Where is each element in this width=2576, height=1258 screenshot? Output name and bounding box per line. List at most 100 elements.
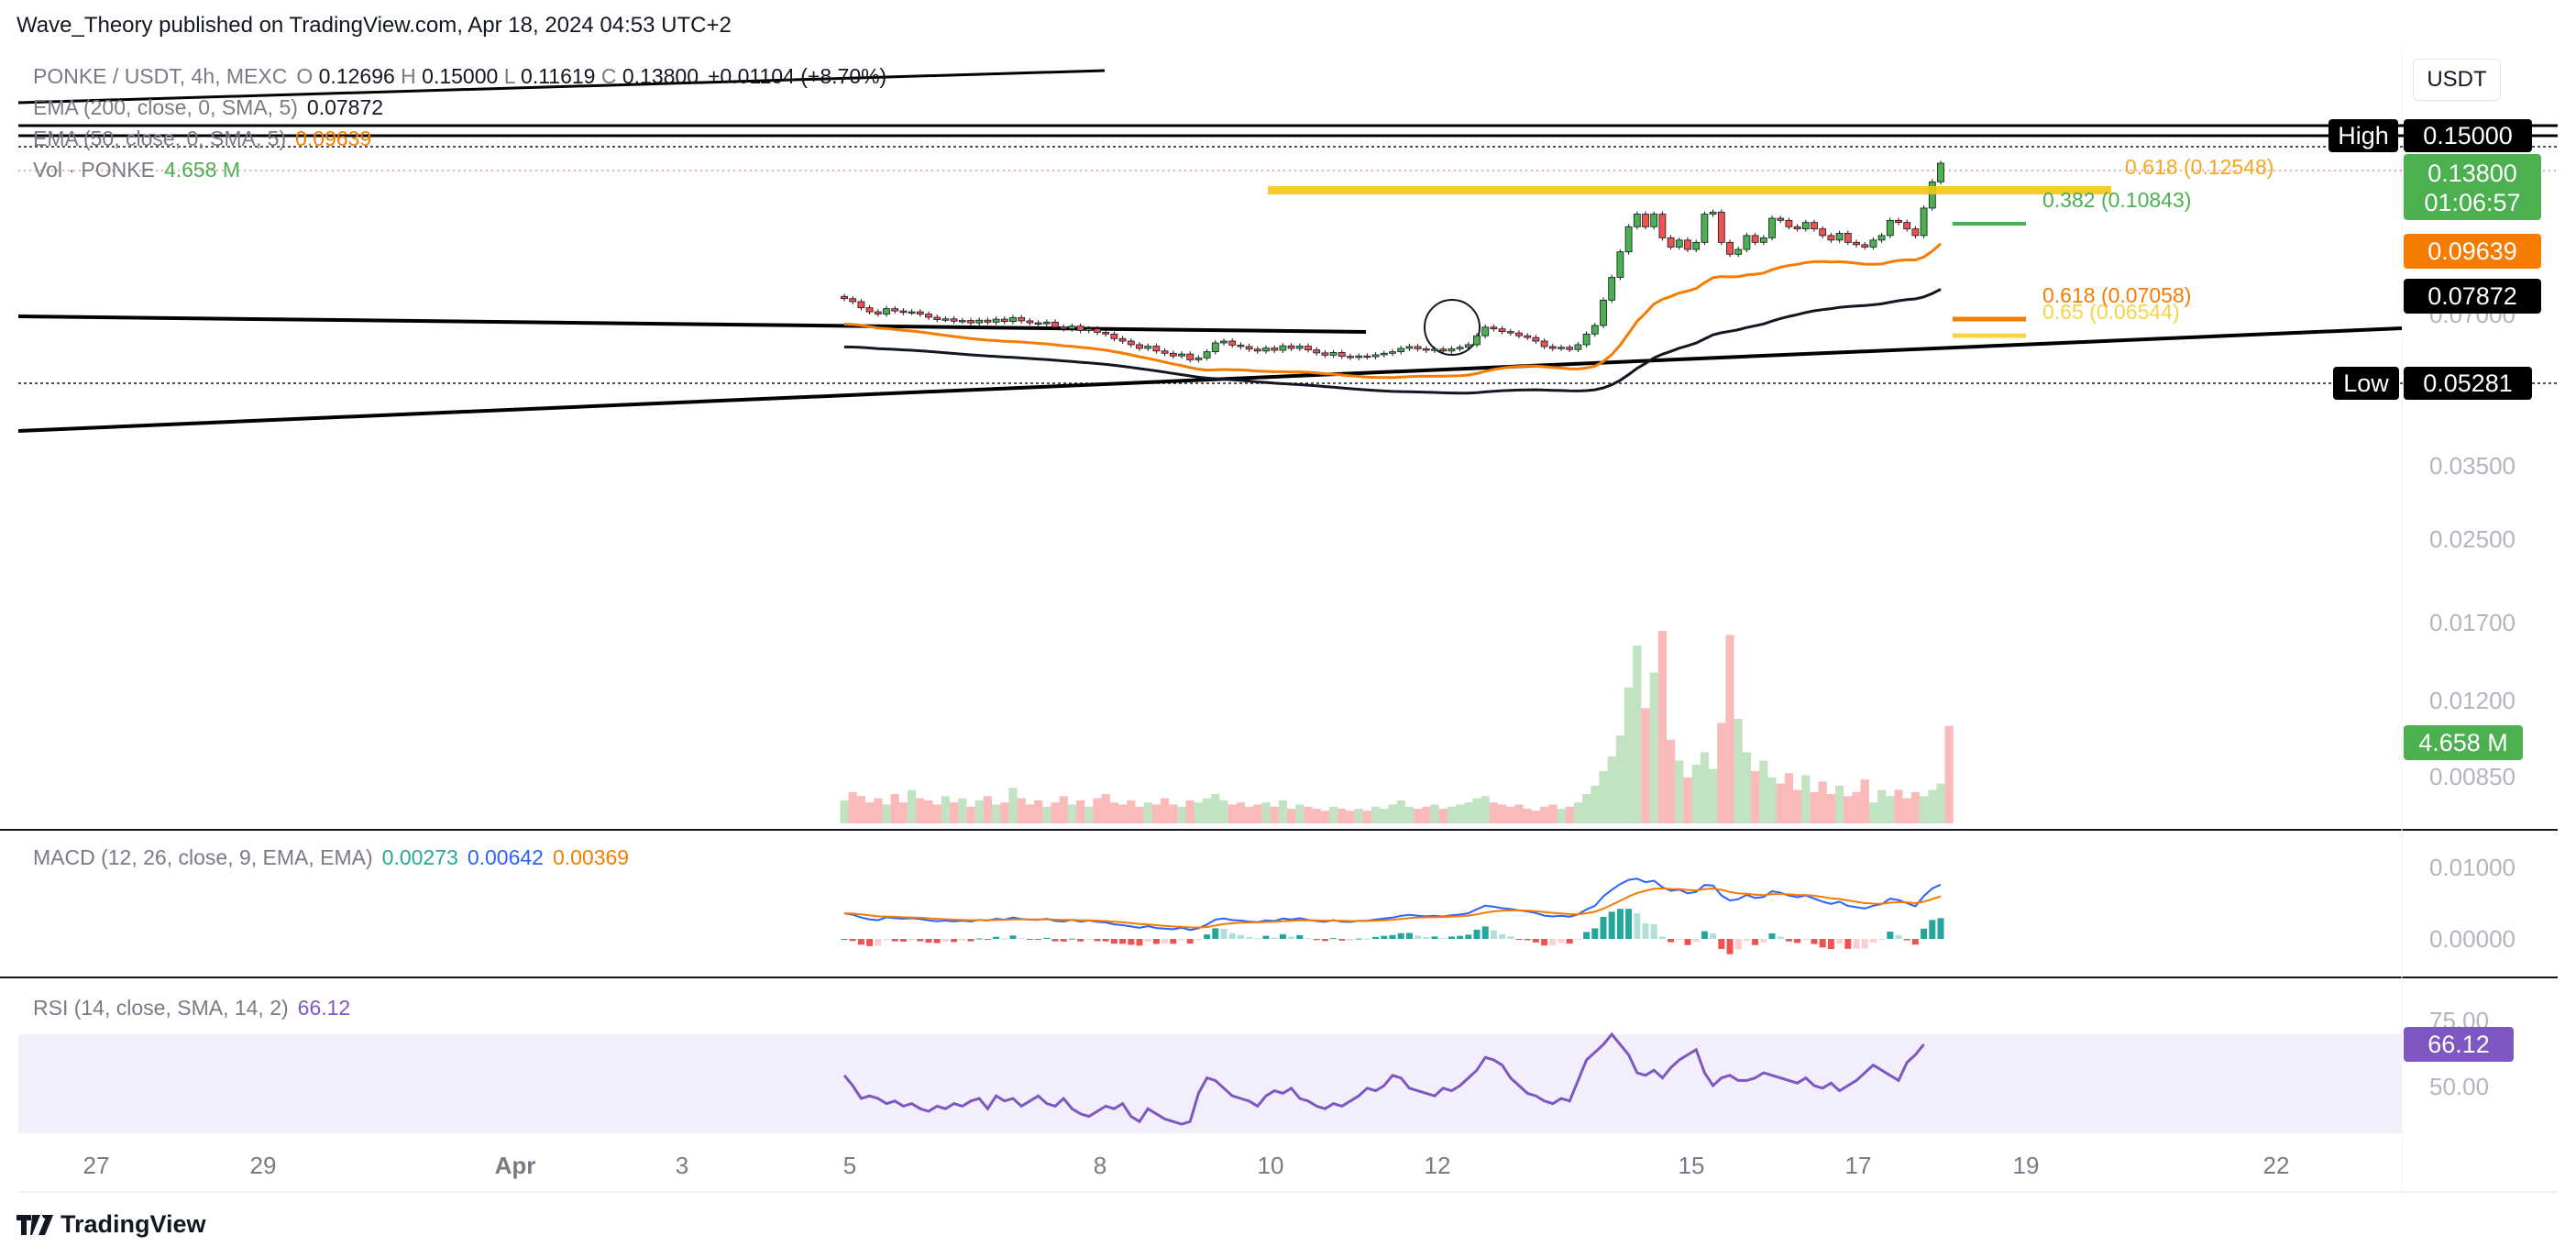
- tradingview-logo[interactable]: TradingView: [17, 1210, 206, 1239]
- ema50-label: EMA (50, close, 0, SMA, 5): [33, 127, 287, 150]
- price-tick: 0.01700: [2429, 609, 2515, 636]
- macd-histogram-bar: [1262, 935, 1270, 939]
- ohlc-value-c: 0.13800: [622, 64, 699, 88]
- macd-histogram-bar: [1642, 923, 1649, 939]
- volume-bar: [1826, 794, 1835, 823]
- volume-bar: [1599, 770, 1608, 823]
- macd-histogram-bar: [1836, 939, 1844, 944]
- volume-bar: [1093, 798, 1102, 823]
- countdown-text: 01:06:57: [2424, 189, 2520, 216]
- volume-bar: [865, 802, 875, 823]
- candle-body: [1000, 318, 1008, 323]
- macd-histogram-bar: [1760, 939, 1767, 943]
- candle-body: [1811, 222, 1818, 230]
- ema50-price-badge: [2404, 234, 2541, 269]
- macd-histogram-bar: [1363, 938, 1371, 940]
- candle-body: [1801, 222, 1810, 230]
- time-label: 17: [1845, 1152, 1872, 1179]
- macd-histogram-bar: [933, 939, 941, 944]
- time-label: 22: [2263, 1152, 2290, 1179]
- volume-value: 4.658 M: [163, 158, 241, 182]
- high-value-badge: [2404, 119, 2532, 152]
- candle-body: [874, 311, 882, 314]
- macd-histogram-bar: [1094, 939, 1101, 942]
- macd-histogram-bar: [1237, 934, 1244, 939]
- volume-bar: [1261, 802, 1271, 823]
- volume-bar: [1868, 802, 1877, 823]
- macd-histogram-bar: [866, 939, 874, 946]
- candle-body: [1389, 351, 1396, 354]
- macd-histogram-bar: [1616, 909, 1624, 939]
- macd-histogram-bar: [1692, 939, 1700, 943]
- price-tick: 0.00850: [2429, 763, 2515, 790]
- macd-histogram-bar: [1895, 934, 1902, 939]
- last-price-badge: [2404, 154, 2541, 220]
- ohlc-key-h: H: [401, 64, 423, 88]
- currency-button[interactable]: USDT: [2413, 59, 2501, 101]
- ema200-line: [843, 288, 1942, 395]
- volume-bar: [1615, 735, 1624, 823]
- ohlc-key-l: L: [503, 64, 522, 88]
- high-label-badge: [2328, 119, 2398, 152]
- macd-histogram-bar: [925, 939, 932, 944]
- volume-bar: [1742, 752, 1751, 823]
- volume-bar: [1920, 796, 1929, 823]
- volume-legend: Vol · PONKE 4.658 M: [33, 158, 240, 182]
- macd-histogram-bar: [1448, 936, 1455, 939]
- candle-body: [865, 307, 874, 313]
- volume-bar: [1017, 798, 1026, 823]
- candle-body: [841, 295, 848, 300]
- candle-body: [1110, 333, 1118, 339]
- candle-body: [849, 298, 857, 303]
- candle-body: [883, 308, 890, 314]
- volume-bar: [1784, 773, 1793, 823]
- publisher-header: Wave_Theory published on TradingView.com…: [17, 13, 732, 38]
- volume-bar: [941, 796, 950, 823]
- macd-histogram-bar: [1634, 912, 1641, 939]
- volume-bar: [1161, 798, 1170, 823]
- volume-bar: [1767, 777, 1777, 823]
- time-label: 12: [1425, 1152, 1451, 1179]
- volume-bar: [1852, 791, 1861, 823]
- candle-body: [1253, 348, 1261, 352]
- low-value-badge-text: 0.05281: [2423, 370, 2513, 397]
- volume-bar: [1177, 806, 1186, 823]
- macd-histogram-bar: [1102, 939, 1109, 942]
- volume-bar: [1514, 804, 1524, 823]
- volume-bar: [1709, 768, 1718, 823]
- volume-bar: [1295, 804, 1305, 823]
- candle-body: [1777, 217, 1785, 221]
- volume-bar: [1801, 775, 1811, 823]
- macd-histogram-bar: [1204, 934, 1211, 939]
- volume-bar: [1042, 806, 1051, 823]
- macd-histogram-bar: [1035, 939, 1042, 940]
- candle-body: [1743, 235, 1751, 250]
- candle-body: [1920, 207, 1928, 237]
- volume-bar: [1844, 796, 1853, 823]
- candle-body: [1473, 335, 1481, 346]
- time-label: 3: [676, 1152, 688, 1179]
- macd-histogram-bar: [993, 936, 1000, 939]
- macd-histogram-bar: [1734, 939, 1742, 950]
- volume-bar: [1573, 802, 1582, 823]
- macd-histogram-bar: [1128, 939, 1135, 945]
- volume-bar: [1084, 806, 1094, 823]
- candle-body: [1490, 326, 1498, 330]
- candle-body: [1911, 228, 1920, 237]
- macd-histogram-bar: [1415, 935, 1422, 939]
- candle-body: [1633, 214, 1641, 227]
- ema200-label: EMA (200, close, 0, SMA, 5): [33, 95, 298, 119]
- macd-histogram-bar: [1009, 935, 1017, 939]
- volume-price-badge-text: 4.658 M: [2418, 729, 2508, 756]
- macd-line-value: 0.00642: [467, 845, 544, 869]
- crossover-circle: [1424, 299, 1481, 356]
- fib-label: 0.618 (0.12548): [2125, 155, 2273, 179]
- volume-bar: [1582, 794, 1591, 823]
- candle-body: [925, 314, 932, 318]
- volume-bar: [1034, 800, 1043, 823]
- candle-body: [1506, 331, 1514, 334]
- candle-body: [1448, 348, 1456, 352]
- macd-histogram-bar: [1911, 939, 1919, 945]
- candle-body: [1313, 349, 1321, 354]
